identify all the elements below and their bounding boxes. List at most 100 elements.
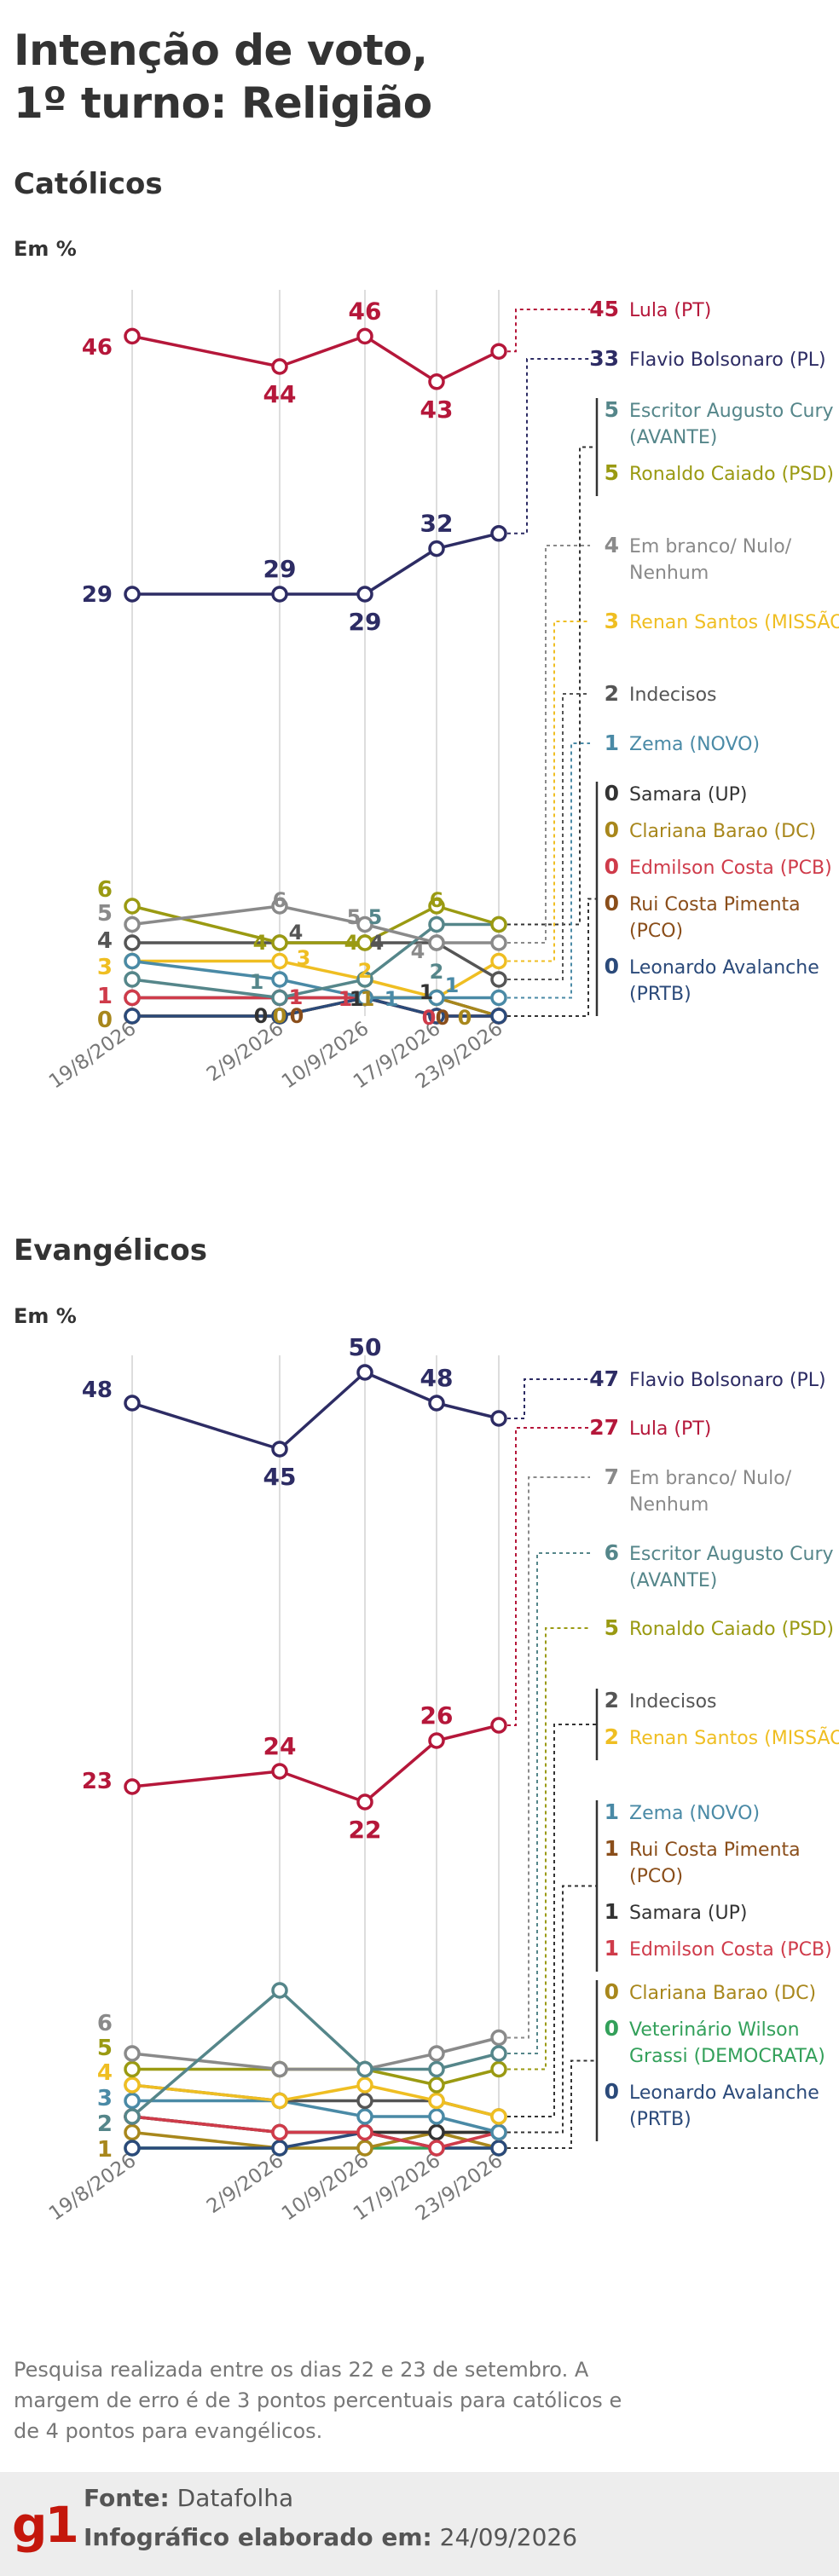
legend-name-pimenta-line-2: (PCO): [629, 921, 683, 942]
left-value-label-caiado: 5: [97, 2036, 113, 2061]
footnote: Pesquisa realizada entre os dias 22 e 23…: [14, 2358, 622, 2443]
left-value-label-branco: 6: [97, 2011, 113, 2036]
cluster-label-renan: 2: [358, 959, 373, 983]
legend-value-caiado: 5: [605, 1615, 619, 1640]
cluster-label-caiado: 4: [253, 931, 268, 955]
data-point-lula: [271, 358, 288, 375]
data-point-branco: [124, 915, 141, 933]
legend-value-avalanche: 0: [605, 2079, 619, 2104]
data-point-flavio: [428, 540, 445, 557]
chart-evangelicos: 19/8/2026 2/9/202610/9/202617/9/202623/9/…: [45, 1333, 839, 2226]
cluster-label-pimenta: 0: [290, 1004, 304, 1028]
legend-value-samara: 0: [605, 781, 619, 806]
data-label-flavio: 45: [263, 1463, 297, 1491]
data-point-cury: [428, 2060, 445, 2078]
left-value-label-lula: 23: [82, 1769, 113, 1794]
left-value-label-cury: 2: [97, 2111, 113, 2137]
cluster-label-edmilson: 1: [338, 987, 353, 1011]
legend-name-clariana-line-1: Clariana Barao (DC): [629, 1983, 816, 2004]
cluster-label-pimenta: 0: [436, 1006, 450, 1030]
data-point-flavio: [271, 586, 288, 603]
data-point-zema: [271, 971, 288, 988]
data-point-flavio: [428, 1395, 445, 1412]
legend-connector-0: [507, 1378, 590, 1419]
legend-name-branco-line-2: Nenhum: [629, 563, 709, 584]
left-value-label-renan: 3: [97, 955, 113, 980]
cluster-label-samara: 1: [420, 980, 434, 1004]
legend-value-cury: 6: [605, 1540, 619, 1565]
legend-value-clariana: 0: [605, 1979, 619, 2004]
data-point-branco: [124, 2045, 141, 2062]
legend-name-renan-line-1: Renan Santos (MISSÃO): [629, 610, 839, 633]
cluster-label-branco: 4: [411, 939, 425, 963]
cluster-label-clariana: 0: [273, 1004, 287, 1028]
data-point-flavio: [124, 586, 141, 603]
cluster-label-clariana: 0: [458, 1006, 472, 1030]
data-point-indecisos: [356, 2092, 373, 2110]
left-value-label-indecisos: 4: [97, 928, 113, 954]
legend-value-samara: 1: [605, 1899, 619, 1924]
left-value-label-clariana: 1: [97, 2137, 113, 2163]
data-point-edmilson: [428, 2140, 445, 2157]
data-label-flavio: 29: [349, 608, 382, 636]
left-value-label-branco: 5: [97, 901, 113, 927]
data-point-caiado: [124, 898, 141, 915]
legend-connector-3: [507, 545, 590, 944]
legend-name-samara-line-1: Samara (UP): [629, 1903, 747, 1924]
cluster-label-caiado: 6: [430, 888, 444, 912]
data-point-lula: [356, 1793, 373, 1811]
data-label-lula: 43: [420, 396, 454, 424]
data-point-lula: [356, 327, 373, 345]
legend-name-flavio-line-1: Flavio Bolsonaro (PL): [629, 349, 826, 371]
cluster-label-edmilson: 0: [422, 1006, 437, 1030]
data-point-lula: [271, 1763, 288, 1780]
cluster-label-zema: 1: [445, 973, 460, 997]
data-label-lula: 46: [349, 297, 382, 325]
data-point-clariana: [124, 2123, 141, 2141]
legend-name-zema-line-1: Zema (NOVO): [629, 734, 760, 755]
legend-value-avalanche: 0: [605, 954, 619, 979]
legend-value-flavio: 47: [589, 1366, 619, 1391]
left-value-label-clariana: 0: [97, 1008, 113, 1033]
data-point-edmilson: [271, 2123, 288, 2141]
data-label-flavio: 32: [420, 510, 454, 538]
made-value: 24/09/2026: [439, 2523, 578, 2551]
cluster-label-branco: 6: [273, 888, 287, 912]
data-point-flavio: [124, 1395, 141, 1412]
data-point-flavio: [356, 586, 373, 603]
data-point-flavio: [490, 525, 507, 542]
data-point-zema: [356, 989, 373, 1007]
made-label: Infográfico elaborado em:: [84, 2523, 432, 2551]
legend-name-flavio-line-1: Flavio Bolsonaro (PL): [629, 1370, 826, 1391]
page-title: Intenção de voto, 1º turno: Religião: [14, 24, 781, 130]
legend-name-indecisos-line-1: Indecisos: [629, 684, 717, 706]
data-point-lula: [124, 1778, 141, 1795]
data-point-zema: [428, 989, 445, 1007]
chart-catolicos: 19/8/2026 2/9/202610/9/202617/9/202623/9/…: [45, 290, 839, 1094]
data-point-caiado: [428, 898, 445, 915]
legend-name-cury-line-2: (AVANTE): [629, 427, 717, 448]
legend-connector-6: [507, 742, 590, 999]
section-title-evangelicos: Evangélicos: [14, 1233, 207, 1268]
cluster-label-indecisos: 4: [370, 931, 385, 955]
cluster-label-renan: 3: [297, 946, 311, 970]
cluster-label-caiado: 4: [344, 931, 359, 955]
data-point-branco: [490, 2029, 507, 2047]
legend-value-pimenta: 1: [605, 1836, 619, 1861]
data-point-cury: [271, 989, 288, 1007]
g1-logo: g1: [12, 2496, 79, 2554]
data-point-clariana: [356, 2140, 373, 2157]
legend-name-cury-line-1: Escritor Augusto Cury: [629, 1544, 834, 1565]
legend-value-pimenta: 0: [605, 891, 619, 915]
data-label-lula: 22: [349, 1816, 382, 1844]
legend-name-wilson-line-2: Grassi (DEMOCRATA): [629, 2046, 825, 2067]
data-point-zema: [490, 989, 507, 1007]
legend-value-indecisos: 2: [605, 681, 619, 706]
data-label-flavio: 29: [263, 555, 297, 583]
legend-name-wilson-line-1: Veterinário Wilson: [629, 2019, 800, 2041]
cluster-label-indecisos: 4: [289, 921, 304, 944]
legend-value-renan: 3: [605, 609, 619, 633]
data-point-edmilson: [124, 989, 141, 1007]
data-point-renan: [356, 2076, 373, 2094]
data-point-zema: [428, 2108, 445, 2125]
